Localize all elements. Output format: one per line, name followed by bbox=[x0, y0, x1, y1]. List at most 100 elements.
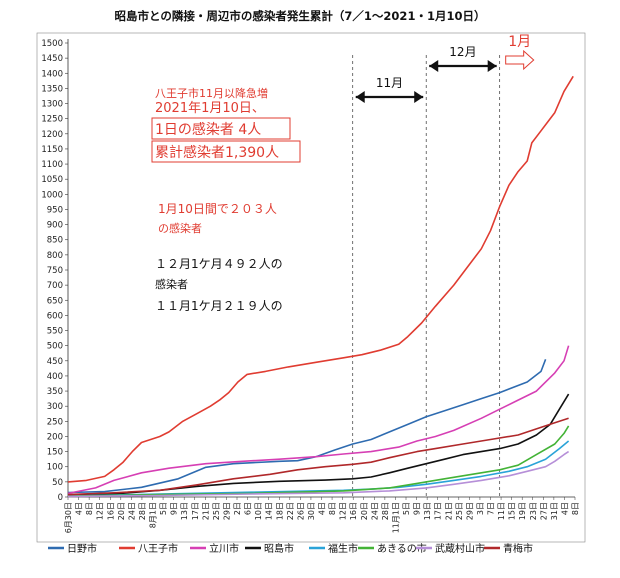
y-tick-label: 1250 bbox=[41, 115, 63, 125]
x-tick-label: 17日 bbox=[191, 502, 200, 520]
x-tick-label: 31日 bbox=[550, 502, 559, 520]
legend-label: 立川市 bbox=[209, 542, 239, 555]
x-tick-label: 21日 bbox=[201, 502, 210, 520]
x-tick-label: 8日 bbox=[85, 502, 94, 515]
legend-label: 日野市 bbox=[67, 542, 97, 555]
series-line-4 bbox=[67, 393, 570, 497]
x-tick-label: 28日 bbox=[138, 502, 147, 520]
period-markers: 11月 12月 1月 bbox=[352, 34, 535, 497]
y-tick-label: 700 bbox=[47, 281, 63, 291]
x-tick-label: 29日 bbox=[465, 502, 474, 520]
x-tick-label: 19日 bbox=[518, 502, 527, 520]
x-tick-label: 23日 bbox=[529, 502, 538, 520]
annotation-text: 1月10日間で２０３人 bbox=[158, 202, 277, 216]
x-tick-label: 25日 bbox=[455, 502, 464, 520]
series-line-8 bbox=[67, 417, 569, 496]
y-tick-label: 850 bbox=[47, 236, 63, 246]
y-tick-label: 550 bbox=[47, 327, 63, 337]
series-line-6 bbox=[67, 425, 570, 497]
annotation-text: 1日の感染者 4人 bbox=[155, 121, 261, 138]
series-line-3 bbox=[67, 345, 570, 495]
y-tick-label: 600 bbox=[47, 311, 63, 321]
annotation-text: 感染者 bbox=[155, 277, 188, 291]
x-tick-label: 11日 bbox=[497, 502, 506, 520]
series-lines bbox=[67, 75, 574, 498]
x-tick-label: 11月1日 bbox=[391, 502, 400, 533]
plot-frame bbox=[36, 32, 586, 543]
y-tick-label: 1000 bbox=[41, 190, 63, 200]
y-tick-label: 300 bbox=[47, 402, 63, 412]
x-tick-label: 28日 bbox=[381, 502, 390, 520]
y-tick-label: 1200 bbox=[41, 130, 63, 140]
y-tick-label: 0 bbox=[58, 493, 63, 503]
x-tick-label: 16日 bbox=[106, 502, 115, 520]
x-tick-label: 4日 bbox=[75, 502, 84, 515]
y-tick-label: 1350 bbox=[41, 84, 63, 94]
y-tick-label: 400 bbox=[47, 372, 63, 382]
y-tick-label: 950 bbox=[47, 205, 63, 215]
legend-label: 昭島市 bbox=[264, 542, 294, 555]
x-tick-label: 20日 bbox=[117, 502, 126, 520]
x-tick-label: 8日 bbox=[328, 502, 337, 515]
annotation-box bbox=[151, 117, 291, 140]
annotation-text: 累計感染者1,390人 bbox=[155, 144, 279, 161]
period-label: 11月 bbox=[376, 76, 403, 90]
period-arrowhead-left bbox=[355, 91, 365, 103]
y-tick-label: 150 bbox=[47, 448, 63, 458]
x-tick-label: 12日 bbox=[339, 502, 348, 520]
series-line-1 bbox=[67, 359, 547, 494]
period-arrow bbox=[505, 49, 535, 71]
x-tick-label: 27日 bbox=[539, 502, 548, 520]
y-axis: 0 50 100 150 200 250 300 350 400 450 500 550 600 650 7… bbox=[41, 39, 69, 503]
series-line-7 bbox=[67, 450, 570, 498]
annotation-box bbox=[151, 140, 301, 163]
x-tick-label: 9日 bbox=[170, 502, 179, 515]
annotation-text: 八王子市11月以降急増 bbox=[155, 86, 268, 100]
y-tick-label: 1450 bbox=[41, 54, 63, 64]
period-arrowhead-left bbox=[429, 60, 439, 72]
series-line-5 bbox=[67, 440, 570, 497]
y-tick-label: 1500 bbox=[41, 39, 63, 49]
x-tick-label: 5日 bbox=[402, 502, 411, 515]
x-tick-label: 21日 bbox=[444, 502, 453, 520]
x-tick-label: 20日 bbox=[360, 502, 369, 520]
y-tick-label: 1300 bbox=[41, 100, 63, 110]
y-tick-label: 500 bbox=[47, 342, 63, 352]
annotation-text: １２月1ケ月４９２人の bbox=[155, 257, 283, 271]
x-tick-label: 29日 bbox=[222, 502, 231, 520]
x-tick-label: 14日 bbox=[265, 502, 274, 520]
y-tick-label: 350 bbox=[47, 387, 63, 397]
y-tick-label: 1100 bbox=[41, 160, 63, 170]
y-tick-label: 250 bbox=[47, 417, 63, 427]
y-tick-label: 200 bbox=[47, 432, 63, 442]
x-tick-label: 6日 bbox=[244, 502, 253, 515]
series-line-2 bbox=[67, 75, 574, 483]
x-tick-label: 17日 bbox=[434, 502, 443, 520]
chart-title: 昭島市との隣接・周辺市の感染者発生累計（7／1～2021・1月10日） bbox=[115, 9, 486, 23]
x-tick-label: 7日 bbox=[487, 502, 496, 515]
annotation-text: １１月1ケ月２１９人の bbox=[155, 299, 283, 313]
annotation-text: 2021年1月10日、 bbox=[155, 101, 265, 116]
x-tick-label: 25日 bbox=[212, 502, 221, 520]
x-tick-label: 16日 bbox=[349, 502, 358, 520]
annotation-text: の感染者 bbox=[158, 221, 202, 235]
x-tick-label: 24日 bbox=[127, 502, 136, 520]
y-tick-label: 900 bbox=[47, 221, 63, 231]
legend-label: あきるの市 bbox=[377, 542, 427, 555]
period-arrowhead-right bbox=[487, 60, 497, 72]
legend: 日野市 八王子市 立川市 昭島市 福生市 あきるの市 武蔵村山市 青梅市 bbox=[48, 542, 533, 555]
x-tick-label: 4日 bbox=[318, 502, 327, 515]
legend-label: 青梅市 bbox=[503, 542, 533, 555]
y-tick-label: 1150 bbox=[41, 145, 63, 155]
y-tick-label: 1050 bbox=[41, 175, 63, 185]
y-tick-label: 750 bbox=[47, 266, 63, 276]
y-tick-label: 100 bbox=[47, 463, 63, 473]
period-label: 1月 bbox=[508, 34, 531, 50]
legend-label: 武蔵村山市 bbox=[435, 542, 485, 555]
x-tick-label: 22日 bbox=[286, 502, 295, 520]
y-tick-label: 1400 bbox=[41, 69, 63, 79]
x-tick-label: 8月1日 bbox=[149, 502, 158, 528]
x-tick-label: 18日 bbox=[275, 502, 284, 520]
x-tick-label: 9日 bbox=[413, 502, 422, 515]
